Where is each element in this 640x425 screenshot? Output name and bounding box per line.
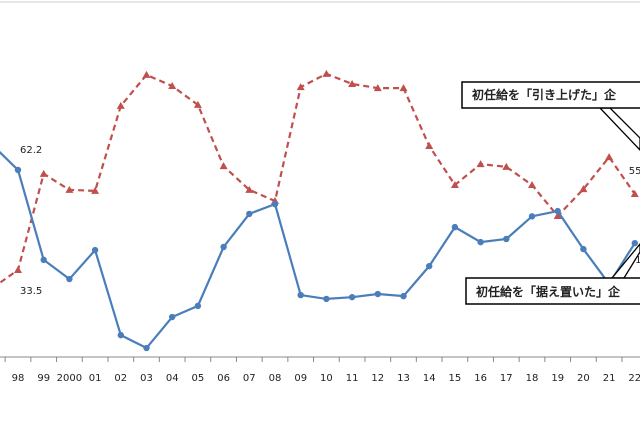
marker bbox=[14, 166, 22, 174]
x-tick-label: 05 bbox=[192, 373, 205, 384]
marker bbox=[348, 293, 356, 301]
marker bbox=[65, 185, 74, 193]
marker bbox=[503, 235, 510, 243]
marker bbox=[476, 160, 485, 168]
marker bbox=[399, 84, 408, 92]
marker bbox=[143, 344, 150, 352]
marker bbox=[168, 82, 177, 90]
x-tick-label: 99 bbox=[37, 373, 50, 384]
marker bbox=[271, 200, 279, 208]
value-label: 62.2 bbox=[20, 145, 42, 156]
marker bbox=[297, 291, 304, 299]
x-tick-label: 08 bbox=[269, 373, 282, 384]
value-label: 55 bbox=[629, 166, 640, 177]
marker bbox=[14, 265, 22, 273]
x-tick-label: 21 bbox=[603, 373, 616, 384]
x-tick-label: 98 bbox=[12, 373, 25, 384]
marker bbox=[194, 302, 202, 310]
x-tick-label: 10 bbox=[320, 373, 333, 384]
x-tick-label: 22 bbox=[628, 373, 640, 384]
marker bbox=[373, 84, 382, 92]
marker bbox=[426, 262, 433, 270]
x-tick-label: 18 bbox=[526, 373, 539, 384]
callout-box bbox=[465, 277, 640, 305]
marker bbox=[246, 210, 253, 218]
x-tick-label: 11 bbox=[346, 373, 359, 384]
x-tick-label: 13 bbox=[397, 373, 410, 384]
x-tick-label: 2000 bbox=[57, 373, 82, 384]
marker bbox=[425, 141, 434, 149]
marker bbox=[450, 180, 459, 188]
marker bbox=[451, 223, 459, 231]
marker bbox=[374, 290, 381, 298]
marker bbox=[142, 70, 151, 78]
marker bbox=[502, 162, 511, 170]
marker bbox=[554, 207, 561, 215]
marker bbox=[322, 69, 331, 77]
x-tick-label: 09 bbox=[294, 373, 307, 384]
marker bbox=[117, 331, 125, 339]
marker bbox=[169, 313, 176, 321]
callout-text: 初任給を「据え置いた」企 bbox=[476, 284, 621, 299]
marker bbox=[40, 256, 47, 264]
marker bbox=[91, 186, 100, 194]
value-label: 33.5 bbox=[20, 286, 42, 297]
marker bbox=[220, 243, 227, 251]
marker bbox=[193, 100, 202, 108]
x-tick-label: 06 bbox=[217, 373, 230, 384]
callout-pointer bbox=[598, 107, 640, 151]
marker bbox=[580, 245, 587, 253]
callout-text: 初任給を「引き上げた」企 bbox=[472, 87, 617, 102]
marker bbox=[630, 190, 639, 198]
callout-box bbox=[461, 81, 640, 109]
marker bbox=[219, 162, 228, 170]
marker bbox=[605, 153, 614, 161]
marker bbox=[39, 169, 48, 177]
plot: 9798992000010203040506070809101112131415… bbox=[0, 69, 640, 384]
x-tick-label: 16 bbox=[474, 373, 487, 384]
x-tick-label: 14 bbox=[423, 373, 436, 384]
marker bbox=[91, 246, 99, 254]
series-line bbox=[0, 150, 636, 350]
marker bbox=[323, 295, 330, 303]
marker bbox=[66, 275, 73, 283]
x-tick-label: 01 bbox=[89, 373, 102, 384]
x-tick-label: 12 bbox=[371, 373, 384, 384]
marker bbox=[477, 238, 484, 246]
marker bbox=[245, 185, 254, 193]
marker bbox=[553, 211, 562, 219]
x-tick-label: 04 bbox=[166, 373, 179, 384]
series-line bbox=[0, 72, 636, 285]
x-tick-label: 17 bbox=[500, 373, 513, 384]
marker bbox=[528, 180, 536, 188]
marker bbox=[631, 239, 638, 247]
x-tick-label: 03 bbox=[140, 373, 153, 384]
x-tick-label: 07 bbox=[243, 373, 256, 384]
marker bbox=[348, 79, 357, 87]
x-tick-label: 02 bbox=[114, 373, 127, 384]
x-tick-label: 20 bbox=[577, 373, 590, 384]
x-tick-label: 15 bbox=[449, 373, 462, 384]
marker bbox=[296, 83, 305, 91]
marker bbox=[116, 101, 125, 109]
marker bbox=[528, 213, 536, 220]
x-tick-label: 19 bbox=[551, 373, 564, 384]
marker bbox=[579, 185, 588, 193]
marker bbox=[400, 292, 407, 300]
